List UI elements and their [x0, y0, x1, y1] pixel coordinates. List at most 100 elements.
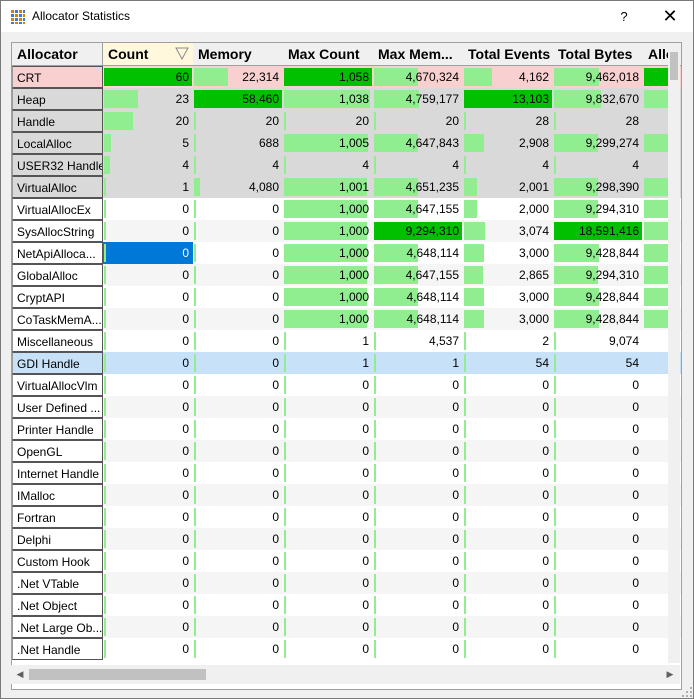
allocator-name-cell[interactable]: GlobalAlloc — [12, 264, 103, 286]
total-bytes-cell[interactable]: 9,294,310 — [553, 198, 644, 220]
total-bytes-cell[interactable]: 0 — [553, 418, 644, 440]
count-cell[interactable]: 0 — [103, 440, 194, 462]
max-count-cell[interactable]: 0 — [283, 396, 374, 418]
total-bytes-cell[interactable]: 9,428,844 — [553, 242, 644, 264]
memory-cell[interactable]: 0 — [193, 198, 284, 220]
header-max-count[interactable]: Max Count — [283, 43, 374, 66]
count-cell[interactable]: 0 — [103, 572, 194, 594]
max-count-cell[interactable]: 0 — [283, 418, 374, 440]
max-count-cell[interactable]: 1,000 — [283, 220, 374, 242]
memory-cell[interactable]: 0 — [193, 352, 284, 374]
max-count-cell[interactable]: 1 — [283, 330, 374, 352]
max-count-cell[interactable]: 1,000 — [283, 264, 374, 286]
allocator-name-cell[interactable]: GDI Handle — [12, 352, 103, 374]
max-count-cell[interactable]: 1,000 — [283, 308, 374, 330]
max-count-cell[interactable]: 1,000 — [283, 198, 374, 220]
scroll-left-icon[interactable]: ◀ — [16, 669, 24, 679]
count-cell[interactable]: 0 — [103, 198, 194, 220]
allocator-name-cell[interactable]: Internet Handle — [12, 462, 103, 484]
total-events-cell[interactable]: 3,074 — [463, 220, 554, 242]
total-events-cell[interactable]: 28 — [463, 110, 554, 132]
memory-cell[interactable]: 0 — [193, 396, 284, 418]
max-count-cell[interactable]: 1,001 — [283, 176, 374, 198]
max-count-cell[interactable]: 0 — [283, 484, 374, 506]
total-bytes-cell[interactable]: 0 — [553, 506, 644, 528]
max-mem-cell[interactable]: 4,648,114 — [373, 286, 464, 308]
memory-cell[interactable]: 0 — [193, 308, 284, 330]
memory-cell[interactable]: 0 — [193, 550, 284, 572]
total-bytes-cell[interactable]: 9,428,844 — [553, 286, 644, 308]
count-cell[interactable]: 0 — [103, 352, 194, 374]
memory-cell[interactable]: 0 — [193, 506, 284, 528]
memory-cell[interactable]: 22,314 — [193, 66, 284, 88]
memory-cell[interactable]: 0 — [193, 616, 284, 638]
memory-cell[interactable]: 0 — [193, 594, 284, 616]
total-events-cell[interactable]: 0 — [463, 484, 554, 506]
max-count-cell[interactable]: 0 — [283, 440, 374, 462]
max-mem-cell[interactable]: 4,651,235 — [373, 176, 464, 198]
count-cell[interactable]: 4 — [103, 154, 194, 176]
header-max-mem[interactable]: Max Mem... — [373, 43, 464, 66]
allocator-name-cell[interactable]: Delphi — [12, 528, 103, 550]
total-bytes-cell[interactable]: 9,299,274 — [553, 132, 644, 154]
count-cell[interactable]: 0 — [103, 594, 194, 616]
total-events-cell[interactable]: 4 — [463, 154, 554, 176]
max-mem-cell[interactable]: 4,647,843 — [373, 132, 464, 154]
memory-cell[interactable]: 0 — [193, 264, 284, 286]
total-events-cell[interactable]: 0 — [463, 528, 554, 550]
max-mem-cell[interactable]: 0 — [373, 506, 464, 528]
resize-grip-icon[interactable] — [680, 685, 693, 698]
help-button[interactable]: ? — [620, 9, 628, 24]
total-events-cell[interactable]: 0 — [463, 440, 554, 462]
total-events-cell[interactable]: 0 — [463, 374, 554, 396]
total-bytes-cell[interactable]: 0 — [553, 616, 644, 638]
memory-cell[interactable]: 0 — [193, 528, 284, 550]
allocator-name-cell[interactable]: VirtualAllocVlm — [12, 374, 103, 396]
max-count-cell[interactable]: 0 — [283, 572, 374, 594]
memory-cell[interactable]: 0 — [193, 242, 284, 264]
allocator-name-cell[interactable]: OpenGL — [12, 440, 103, 462]
max-count-cell[interactable]: 4 — [283, 154, 374, 176]
memory-cell[interactable]: 0 — [193, 330, 284, 352]
max-count-cell[interactable]: 1,058 — [283, 66, 374, 88]
total-events-cell[interactable]: 2,001 — [463, 176, 554, 198]
max-mem-cell[interactable]: 0 — [373, 374, 464, 396]
allocator-name-cell[interactable]: VirtualAllocEx — [12, 198, 103, 220]
max-mem-cell[interactable]: 4,648,114 — [373, 308, 464, 330]
count-cell[interactable]: 0 — [103, 418, 194, 440]
total-bytes-cell[interactable]: 0 — [553, 462, 644, 484]
total-events-cell[interactable]: 0 — [463, 550, 554, 572]
memory-cell[interactable]: 0 — [193, 440, 284, 462]
total-events-cell[interactable]: 3,000 — [463, 242, 554, 264]
memory-cell[interactable]: 0 — [193, 374, 284, 396]
count-cell[interactable]: 0 — [103, 506, 194, 528]
total-bytes-cell[interactable]: 9,298,390 — [553, 176, 644, 198]
max-mem-cell[interactable]: 4,647,155 — [373, 198, 464, 220]
count-cell[interactable]: 0 — [103, 550, 194, 572]
max-mem-cell[interactable]: 0 — [373, 418, 464, 440]
count-cell[interactable]: 0 — [103, 528, 194, 550]
allocator-name-cell[interactable]: Miscellaneous — [12, 330, 103, 352]
max-mem-cell[interactable]: 20 — [373, 110, 464, 132]
allocator-name-cell[interactable]: Heap — [12, 88, 103, 110]
header-count[interactable]: Count — [103, 43, 194, 66]
count-cell[interactable]: 0 — [103, 462, 194, 484]
total-events-cell[interactable]: 2,865 — [463, 264, 554, 286]
max-mem-cell[interactable]: 0 — [373, 396, 464, 418]
allocator-name-cell[interactable]: NetApiAlloca... — [12, 242, 103, 264]
horizontal-scrollbar[interactable]: ◀ ▶ — [11, 665, 680, 684]
max-mem-cell[interactable]: 0 — [373, 550, 464, 572]
total-bytes-cell[interactable]: 0 — [553, 528, 644, 550]
max-mem-cell[interactable]: 4,537 — [373, 330, 464, 352]
count-cell[interactable]: 0 — [103, 286, 194, 308]
close-button[interactable]: ✕ — [662, 6, 678, 26]
statistics-grid[interactable]: Allocator Count Memory Max Count Max Mem... T… — [11, 42, 682, 690]
count-cell[interactable]: 0 — [103, 396, 194, 418]
total-events-cell[interactable]: 13,103 — [463, 88, 554, 110]
allocator-name-cell[interactable]: Fortran — [12, 506, 103, 528]
allocator-name-cell[interactable]: .Net Handle — [12, 638, 103, 660]
memory-cell[interactable]: 4,080 — [193, 176, 284, 198]
total-bytes-cell[interactable]: 0 — [553, 374, 644, 396]
header-total-bytes[interactable]: Total Bytes — [553, 43, 644, 66]
max-mem-cell[interactable]: 0 — [373, 462, 464, 484]
